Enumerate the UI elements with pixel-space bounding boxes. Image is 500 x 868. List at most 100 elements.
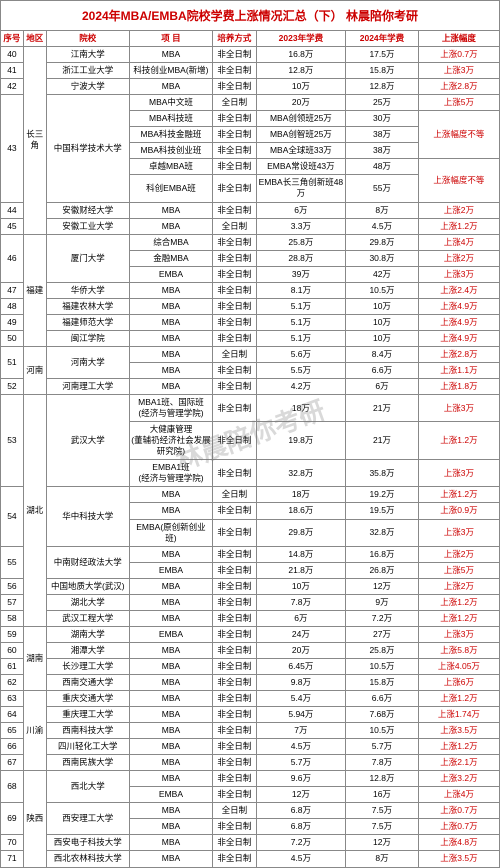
prog-cell: MBA — [129, 546, 212, 562]
prog-cell: EMBA — [129, 787, 212, 803]
prog-cell: 科创EMBA班 — [129, 175, 212, 202]
header-cell: 培养方式 — [213, 31, 257, 47]
fee2023-cell: 9.6万 — [256, 771, 345, 787]
school-cell: 江南大学 — [46, 47, 129, 63]
fee2024-cell: 26.8万 — [346, 562, 419, 578]
fee2023-cell: 4.5万 — [256, 851, 345, 867]
seq-cell: 44 — [1, 202, 24, 218]
seq-cell: 46 — [1, 234, 24, 282]
table-row: 41浙江工业大学科技创业MBA(新增)非全日制12.8万15.8万上涨3万 — [1, 63, 500, 79]
prog-cell: MBA — [129, 819, 212, 835]
mode-cell: 非全日制 — [213, 771, 257, 787]
prog-cell: 金融MBA — [129, 250, 212, 266]
fee2024-cell: 25万 — [346, 95, 419, 111]
school-cell: 长沙理工大学 — [46, 658, 129, 674]
fee2023-cell: 9.8万 — [256, 674, 345, 690]
fee2024-cell: 35.8万 — [346, 460, 419, 487]
fee2024-cell: 7.8万 — [346, 755, 419, 771]
mode-cell: 非全日制 — [213, 63, 257, 79]
prog-cell: MBA — [129, 487, 212, 503]
table-row: 59湖南湖南大学EMBA非全日制24万27万上涨3万 — [1, 626, 500, 642]
table-row: 70西安电子科技大学MBA非全日制7.2万12万上涨4.8万 — [1, 835, 500, 851]
fee2023-cell: 14.8万 — [256, 546, 345, 562]
mode-cell: 非全日制 — [213, 755, 257, 771]
table-row: 56中国地质大学(武汉)MBA非全日制10万12万上涨2万 — [1, 578, 500, 594]
seq-cell: 51 — [1, 346, 24, 378]
prog-cell: MBA科技金融班 — [129, 127, 212, 143]
increase-cell: 上涨2.4万 — [418, 282, 499, 298]
prog-cell: MBA — [129, 835, 212, 851]
school-cell: 西南交通大学 — [46, 674, 129, 690]
table-row: 55中南财经政法大学MBA非全日制14.8万16.8万上涨2万 — [1, 546, 500, 562]
increase-cell: 上涨3.5万 — [418, 723, 499, 739]
mode-cell: 全日制 — [213, 346, 257, 362]
prog-cell: MBA — [129, 658, 212, 674]
school-cell: 浙江工业大学 — [46, 63, 129, 79]
region-cell: 河南 — [23, 346, 46, 394]
prog-cell: MBA — [129, 79, 212, 95]
header-cell: 序号 — [1, 31, 24, 47]
increase-cell: 上涨1.2万 — [418, 691, 499, 707]
fee2023-cell: 19.8万 — [256, 422, 345, 460]
fee2023-cell: 29.8万 — [256, 519, 345, 546]
seq-cell: 61 — [1, 658, 24, 674]
prog-cell: MBA — [129, 362, 212, 378]
header-cell: 项 目 — [129, 31, 212, 47]
fee2024-cell: 10万 — [346, 298, 419, 314]
mode-cell: 非全日制 — [213, 79, 257, 95]
fee2023-cell: 16.8万 — [256, 47, 345, 63]
seq-cell: 58 — [1, 610, 24, 626]
table-row: 49福建师范大学MBA非全日制5.1万10万上涨4.9万 — [1, 314, 500, 330]
school-cell: 西南民族大学 — [46, 755, 129, 771]
fee2024-cell: 12万 — [346, 578, 419, 594]
increase-cell: 上涨6万 — [418, 674, 499, 690]
prog-cell: EMBA(原创新创业班) — [129, 519, 212, 546]
increase-cell: 上涨3万 — [418, 395, 499, 422]
fee2024-cell: 16万 — [346, 787, 419, 803]
prog-cell: EMBA — [129, 266, 212, 282]
prog-cell: EMBA1班(经济与管理学院) — [129, 460, 212, 487]
school-cell: 安徽工业大学 — [46, 218, 129, 234]
seq-cell: 40 — [1, 47, 24, 63]
school-cell: 中国科学技术大学 — [46, 95, 129, 202]
increase-cell: 上涨0.7万 — [418, 803, 499, 819]
mode-cell: 非全日制 — [213, 674, 257, 690]
increase-cell: 上涨2万 — [418, 546, 499, 562]
fee2024-cell: 4.5万 — [346, 218, 419, 234]
mode-cell: 非全日制 — [213, 626, 257, 642]
prog-cell: MBA — [129, 330, 212, 346]
school-cell: 西安电子科技大学 — [46, 835, 129, 851]
increase-cell: 上涨3万 — [418, 519, 499, 546]
seq-cell: 59 — [1, 626, 24, 642]
mode-cell: 非全日制 — [213, 298, 257, 314]
prog-cell: MBA科技班 — [129, 111, 212, 127]
prog-cell: MBA1班、国际班(经济与管理学院) — [129, 395, 212, 422]
mode-cell: 非全日制 — [213, 47, 257, 63]
mode-cell: 非全日制 — [213, 594, 257, 610]
mode-cell: 非全日制 — [213, 546, 257, 562]
increase-cell: 上涨4万 — [418, 234, 499, 250]
region-cell: 湖南 — [23, 626, 46, 690]
fee2023-cell: 6.8万 — [256, 803, 345, 819]
prog-cell: MBA — [129, 723, 212, 739]
fee2023-cell: 12万 — [256, 787, 345, 803]
fee2024-cell: 10.5万 — [346, 282, 419, 298]
fee2024-cell: 19.5万 — [346, 503, 419, 519]
fee2023-cell: 6.45万 — [256, 658, 345, 674]
table-row: 66四川轻化工大学MBA非全日制4.5万5.7万上涨1.2万 — [1, 739, 500, 755]
increase-cell: 上涨幅度不等 — [418, 159, 499, 202]
school-cell: 重庆交通大学 — [46, 691, 129, 707]
fee2024-cell: 30.8万 — [346, 250, 419, 266]
fee2024-cell: 8.4万 — [346, 346, 419, 362]
table-row: 58武汉工程大学MBA非全日制6万7.2万上涨1.2万 — [1, 610, 500, 626]
prog-cell: MBA — [129, 578, 212, 594]
table-row: 47华侨大学MBA非全日制8.1万10.5万上涨2.4万 — [1, 282, 500, 298]
fee2023-cell: 6万 — [256, 610, 345, 626]
school-cell: 四川轻化工大学 — [46, 739, 129, 755]
school-cell: 宁波大学 — [46, 79, 129, 95]
fee2023-cell: 10万 — [256, 79, 345, 95]
prog-cell: MBA — [129, 739, 212, 755]
fee2023-cell: 18.6万 — [256, 503, 345, 519]
prog-cell: MBA — [129, 610, 212, 626]
fee2024-cell: 19.2万 — [346, 487, 419, 503]
